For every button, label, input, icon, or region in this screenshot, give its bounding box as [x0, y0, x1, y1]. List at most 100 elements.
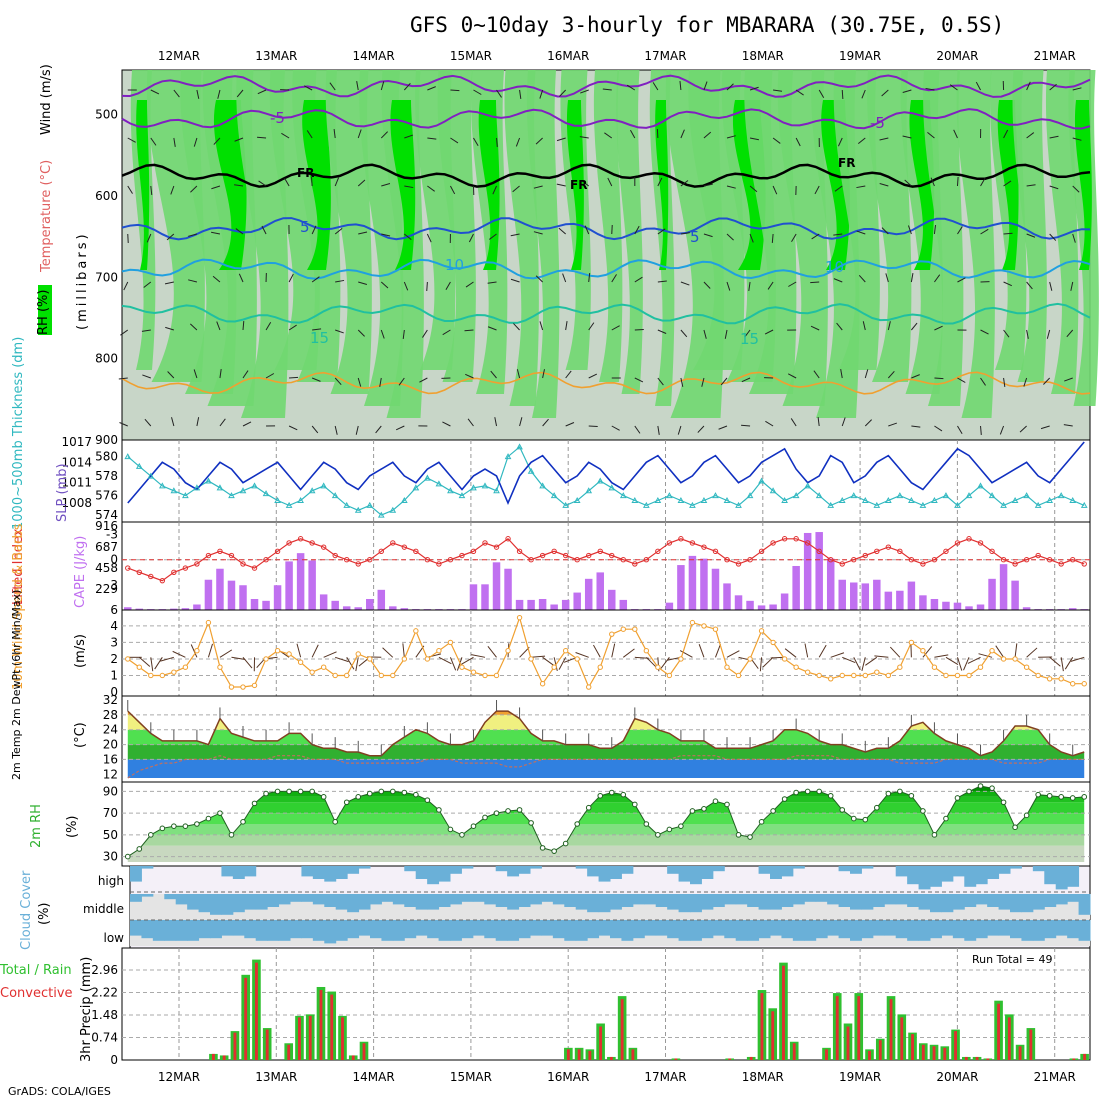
wind-axis-label: Wind (m/s)	[39, 64, 54, 135]
tick-1.48: 1.48	[91, 1008, 118, 1022]
cape-bar	[135, 608, 144, 610]
thickness-point	[700, 496, 708, 503]
cloud-bar-cloud_low	[770, 920, 782, 936]
cloud-bar-cloud_low	[930, 920, 942, 939]
wind-barb	[329, 82, 336, 91]
wind-barb	[188, 233, 198, 237]
rh-shade-high	[213, 100, 247, 270]
wind-barb	[242, 421, 252, 427]
wind-10m-point	[920, 647, 926, 654]
cloud-bar-cloud_middle	[872, 894, 885, 907]
cape-bar	[769, 604, 777, 610]
thickness-point	[135, 462, 143, 469]
lifted-index-point	[1035, 552, 1041, 559]
wind-barb	[657, 377, 664, 386]
contour-label-10: 10	[825, 258, 844, 276]
wind-barb	[1003, 329, 1010, 338]
rh-2m-point	[1000, 799, 1007, 806]
wind-barb	[726, 185, 736, 189]
wind-barb	[403, 82, 411, 91]
wind-barb	[170, 185, 175, 195]
thickness-point	[527, 467, 535, 474]
wind-10m-point	[194, 647, 200, 654]
cloud-bar-cloud_low	[198, 920, 211, 939]
cloud-bar-cloud_middle	[952, 894, 965, 910]
wind-barb	[879, 137, 889, 141]
wind-10m-point	[240, 684, 246, 690]
wind-barb	[697, 425, 705, 433]
wind-barb	[265, 322, 272, 331]
wind-barb	[841, 417, 846, 427]
wind-10m-point	[816, 672, 822, 679]
temp-2m-units: (°C)	[73, 722, 88, 748]
wind-10m-point	[689, 619, 696, 626]
cloud-bar-cloud_low	[552, 920, 565, 939]
precip-conv-bar	[900, 1017, 904, 1060]
cloud-bar-cloud_low	[141, 920, 154, 939]
cloud-bar-cloud_middle	[827, 894, 840, 905]
thickness-point	[1069, 496, 1077, 503]
rh-shade-mid	[130, 70, 156, 370]
wind-barb	[1026, 329, 1029, 339]
cape-bar	[723, 583, 731, 610]
cape-bar	[873, 579, 881, 610]
rh-2m-point	[781, 796, 788, 802]
lifted-index-point	[632, 561, 638, 567]
precip-conv-bar	[771, 1011, 775, 1060]
thickness-point	[850, 492, 858, 499]
wind-barb	[150, 89, 160, 95]
wind-barb	[864, 419, 873, 427]
thickness-point	[792, 492, 800, 499]
wind-barb	[535, 137, 543, 145]
tick-2.96: 2.96	[91, 963, 118, 977]
rh-shade-mid	[1012, 70, 1047, 382]
wind-barb	[127, 185, 133, 194]
cloud-bar-cloud_middle	[495, 894, 508, 907]
wind-barb	[556, 137, 566, 142]
lifted-index-point	[897, 548, 903, 555]
cloud-bar-cloud_middle	[175, 894, 188, 905]
wind-10m-point	[205, 619, 212, 626]
thickness-point	[400, 496, 408, 503]
cloud-bar-cloud_middle	[781, 894, 794, 907]
wind-barb	[212, 275, 221, 283]
cape-bar	[193, 604, 201, 610]
cape-bar	[792, 565, 800, 610]
cloud-bar-cloud_low	[1078, 920, 1091, 941]
rh-shade-mid	[649, 70, 675, 406]
wind-10m-barb	[593, 644, 601, 658]
rh-band	[127, 796, 1085, 803]
wind-10m-point	[781, 656, 788, 662]
wind-10m-barb	[660, 657, 670, 669]
wind-barb	[611, 425, 620, 431]
rh-2m-point	[424, 797, 431, 803]
temp-2m-line	[127, 710, 1085, 757]
cape-bar	[239, 585, 247, 610]
wind-barb	[817, 417, 820, 427]
wind-barb	[516, 369, 521, 379]
rh-band	[127, 845, 1085, 862]
wind-barb	[311, 377, 321, 382]
date-label-15MAR: 15MAR	[450, 1070, 492, 1084]
lifted-index-point	[309, 540, 315, 546]
wind-10m-point	[989, 647, 995, 654]
cloud-bar-cloud_middle	[1078, 894, 1091, 915]
cloud-bar-cloud_middle	[838, 894, 851, 907]
wind-barb	[519, 89, 522, 99]
cloud-bar-cloud_low	[507, 920, 520, 941]
precip-conv-bar	[609, 1056, 613, 1060]
wind-barb	[146, 233, 152, 243]
wind-barb	[980, 425, 982, 436]
cape-bar	[746, 600, 754, 610]
thickness-point	[435, 480, 443, 487]
lifted-index-point	[205, 552, 212, 559]
wind-10m-barb	[715, 644, 721, 658]
thickness-point	[608, 484, 616, 491]
wind-barb	[487, 281, 497, 284]
cloud-bar-cloud_high	[507, 866, 520, 877]
wind-barb	[196, 417, 200, 427]
tick-500: 500	[95, 108, 118, 122]
cloud-bar-cloud_low	[827, 920, 840, 936]
cloud-bar-cloud_high	[1010, 866, 1022, 869]
